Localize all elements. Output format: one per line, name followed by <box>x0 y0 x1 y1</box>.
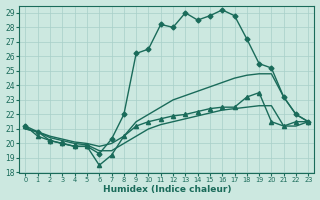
X-axis label: Humidex (Indice chaleur): Humidex (Indice chaleur) <box>103 185 231 194</box>
